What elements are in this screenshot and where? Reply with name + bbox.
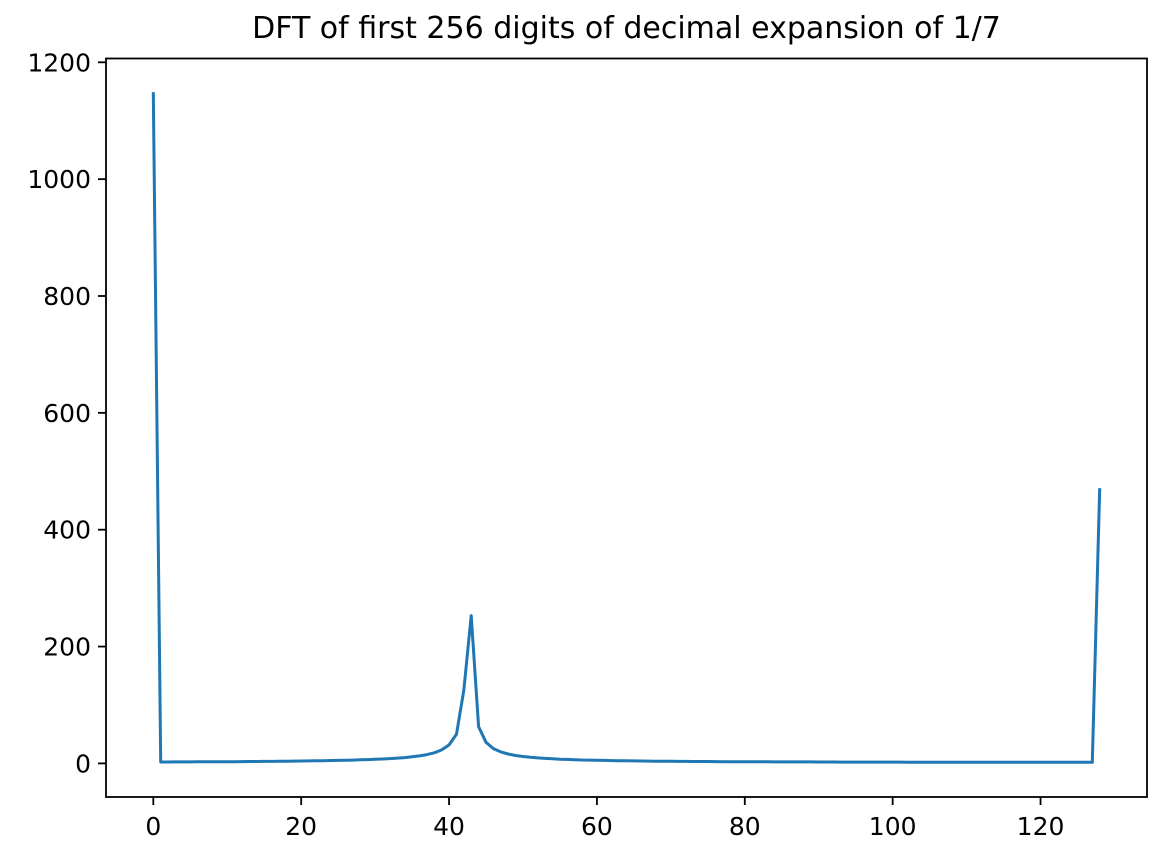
x-tick-label: 20 (285, 812, 317, 841)
y-tick-label: 200 (43, 633, 91, 662)
x-tick-label: 60 (581, 812, 613, 841)
y-tick-label: 800 (43, 282, 91, 311)
dft-magnitude-line (151, 92, 1102, 764)
x-tick-label: 0 (145, 812, 161, 841)
x-tick-label: 100 (869, 812, 917, 841)
x-tick-label: 40 (433, 812, 465, 841)
y-tick-label: 600 (43, 399, 91, 428)
y-tick-label: 0 (75, 749, 91, 778)
y-tick-label: 400 (43, 516, 91, 545)
y-tick-label: 1200 (27, 48, 91, 77)
x-tick-label: 80 (729, 812, 761, 841)
x-tick-label: 120 (1017, 812, 1065, 841)
axes-spines (105, 57, 1148, 798)
chart-title: DFT of first 256 digits of decimal expan… (252, 11, 1001, 46)
y-tick-label: 1000 (27, 165, 91, 194)
